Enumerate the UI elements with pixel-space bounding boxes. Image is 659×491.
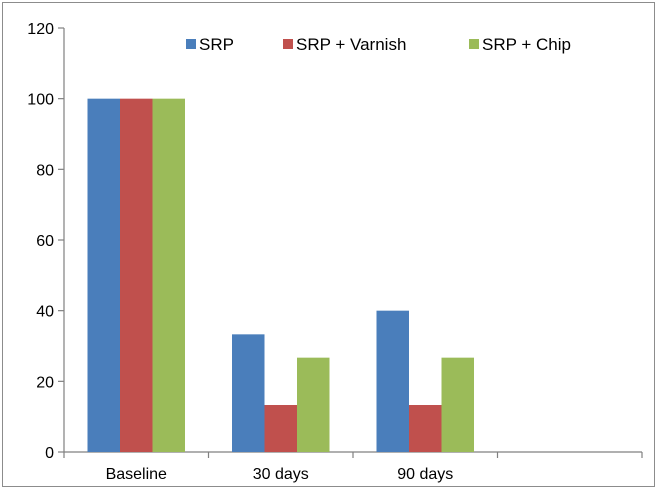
legend-label: SRP + Chip <box>482 35 571 54</box>
y-tick-label: 80 <box>36 162 54 179</box>
bar <box>376 310 409 452</box>
y-tick-label: 120 <box>27 21 54 38</box>
x-tick-label: 90 days <box>397 466 453 483</box>
chart-bars <box>87 98 474 453</box>
y-tick-label: 100 <box>27 92 54 109</box>
legend-label: SRP + Varnish <box>296 35 406 54</box>
x-tick-label: 30 days <box>253 466 309 483</box>
bar <box>264 405 297 452</box>
y-tick-label: 0 <box>45 445 54 462</box>
chart-legend: SRP SRP + Varnish SRP + Chip <box>186 35 571 54</box>
bar <box>120 98 153 453</box>
legend-swatch <box>186 39 196 49</box>
bar <box>152 98 185 453</box>
y-tick-label: 60 <box>36 233 54 250</box>
bar <box>87 98 120 453</box>
bar <box>232 334 265 452</box>
x-tick-label: Baseline <box>106 466 167 483</box>
legend-label: SRP <box>199 35 234 54</box>
bar <box>441 357 474 452</box>
legend-swatch <box>283 39 293 49</box>
chart-frame <box>2 2 655 487</box>
bar <box>409 405 442 452</box>
bar <box>297 357 330 452</box>
legend-swatch <box>469 39 479 49</box>
y-tick-label: 40 <box>36 304 54 321</box>
y-tick-label: 20 <box>36 374 54 391</box>
chart-tick-labels: 0 20 40 60 80 100 120 Baseline 30 days 90 days <box>27 21 453 483</box>
